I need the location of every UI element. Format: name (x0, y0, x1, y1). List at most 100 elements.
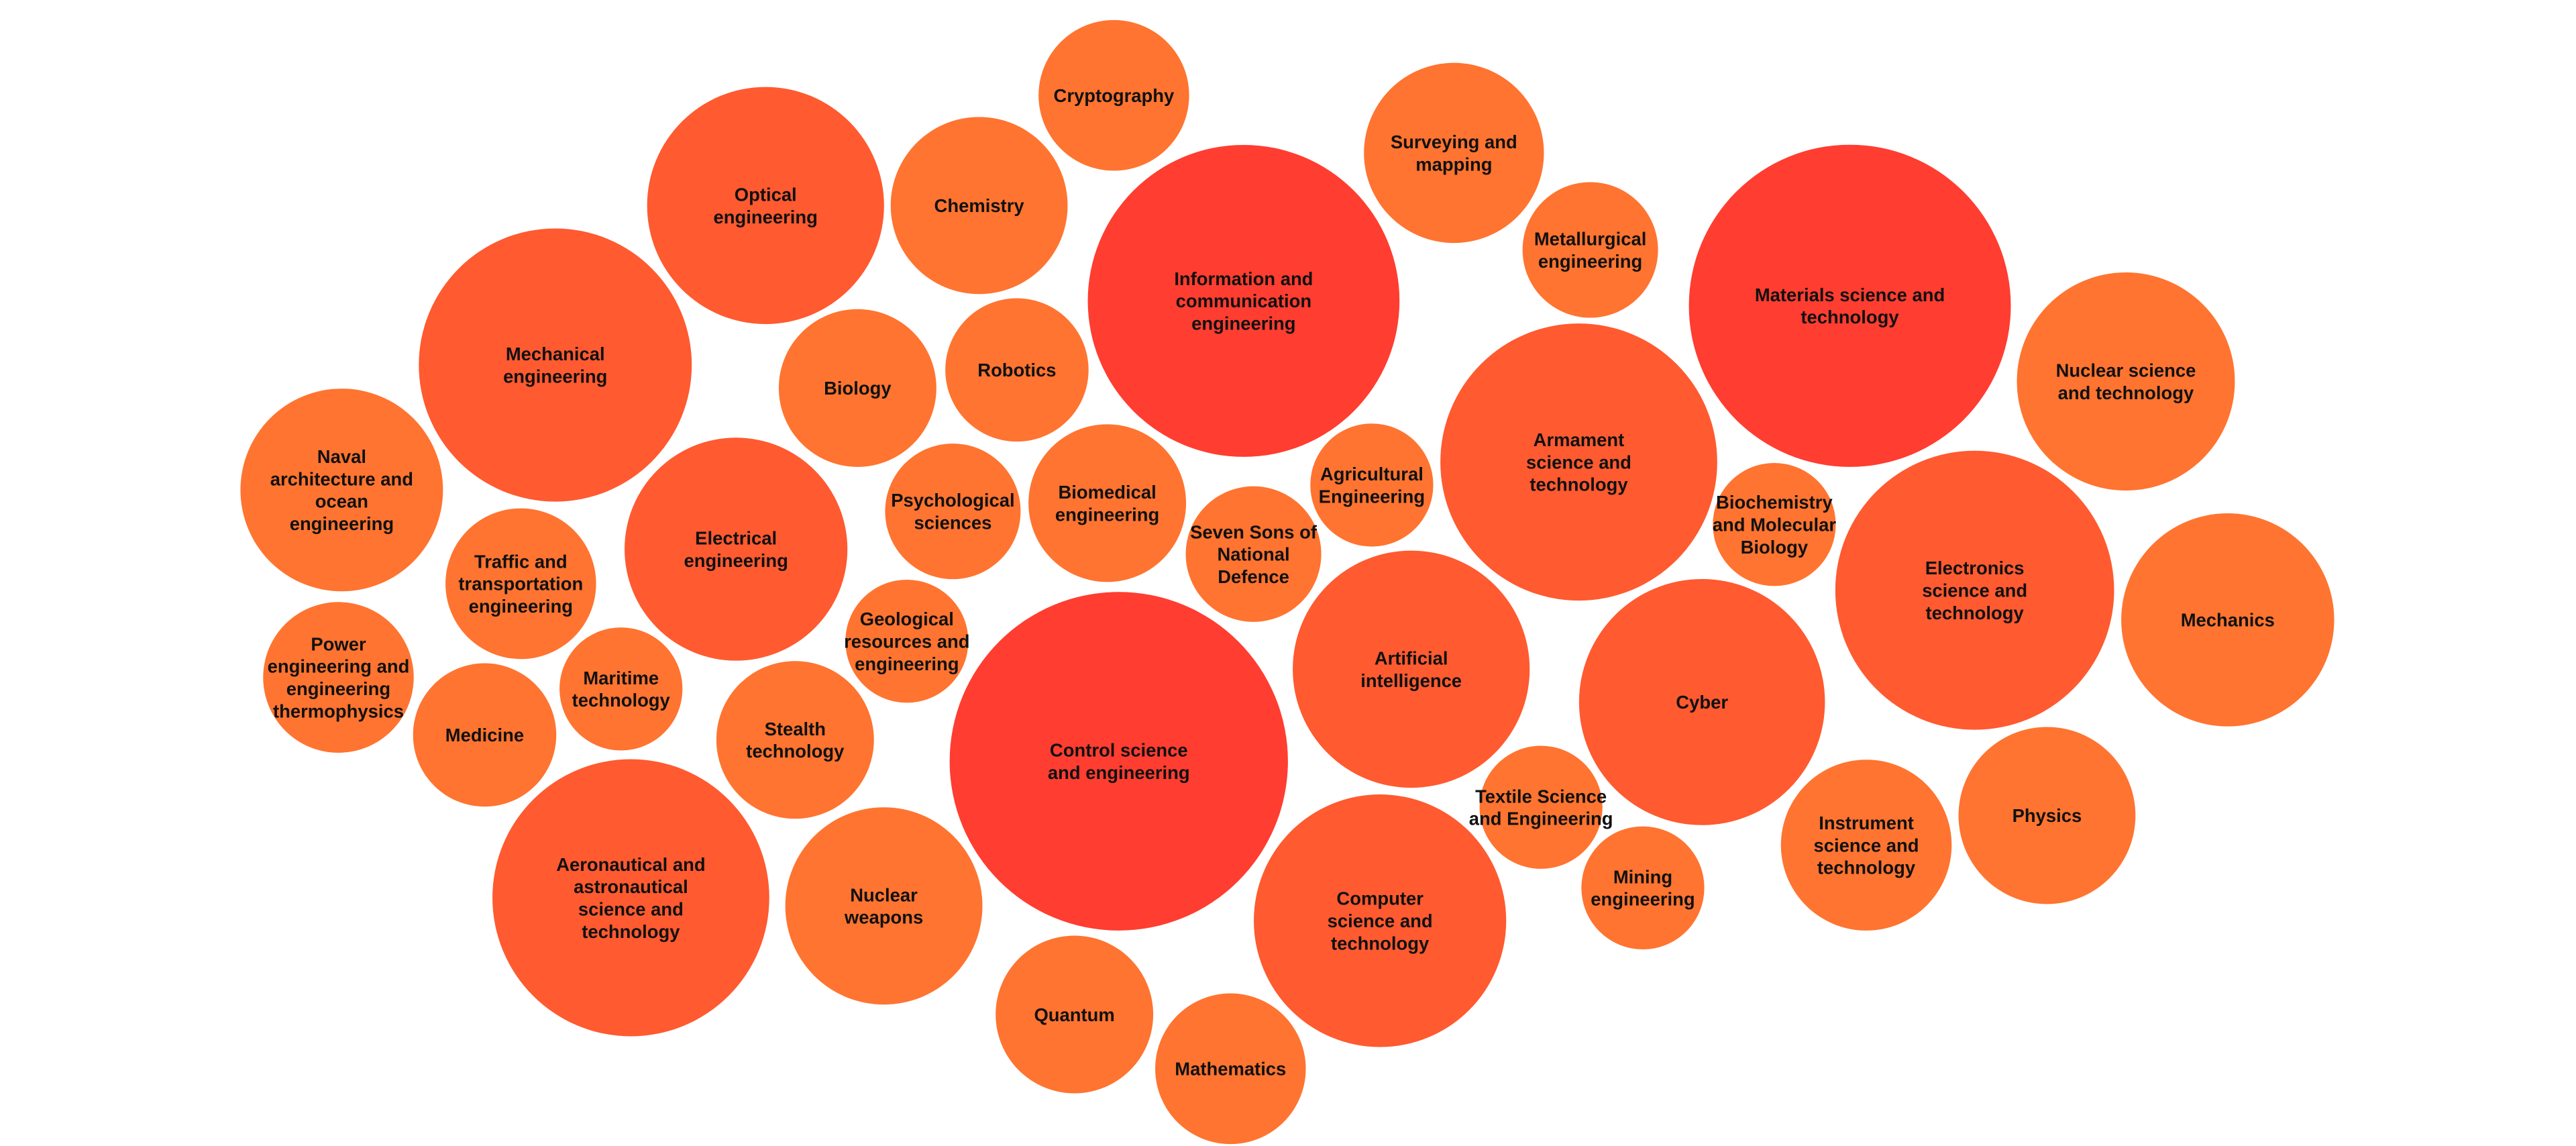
bubble-biochemistry-and-molecular-biology[interactable]: Biochemistry and Molecular Biology (1713, 463, 1837, 586)
bubble-circle[interactable] (1028, 424, 1187, 582)
bubble-mechanical-engineering[interactable]: Mechanical engineering (419, 228, 692, 502)
bubble-circle[interactable] (2017, 272, 2235, 491)
bubble-label: Traffic and transportation engineering (458, 551, 583, 617)
bubble-stealth-technology[interactable]: Stealth technology (716, 661, 874, 819)
bubble-label: Robotics (977, 360, 1056, 380)
bubble-circle[interactable] (647, 87, 884, 325)
bubble-circle[interactable] (1578, 578, 1825, 825)
bubble-psychological-sciences[interactable]: Psychological sciences (885, 444, 1021, 580)
bubble-circle[interactable] (1958, 727, 2136, 904)
bubble-artificial-intelligence[interactable]: Artificial intelligence (1293, 550, 1530, 788)
bubble-electronics-science-and-technology[interactable]: Electronics science and technology (1835, 450, 2114, 730)
bubble-circle[interactable] (1835, 450, 2114, 730)
bubble-cyber[interactable]: Cyber (1578, 578, 1825, 825)
bubble-mining-engineering[interactable]: Mining engineering (1581, 826, 1705, 949)
bubble-label: Biochemistry and Molecular Biology (1713, 492, 1837, 558)
bubble-biology[interactable]: Biology (778, 309, 936, 467)
bubble-label: Psychological sciences (891, 490, 1014, 533)
bubble-medicine[interactable]: Medicine (413, 663, 557, 807)
bubble-nuclear-weapons[interactable]: Nuclear weapons (785, 807, 983, 1005)
bubble-label: Materials science and technology (1755, 284, 1945, 327)
bubble-optical-engineering[interactable]: Optical engineering (647, 87, 884, 325)
bubble-label: Mechanical engineering (503, 344, 607, 386)
bubble-label: Chemistry (934, 195, 1025, 216)
bubble-seven-sons-of-national-defence[interactable]: Seven Sons of National Defence (1185, 486, 1322, 622)
bubble-circle[interactable] (949, 592, 1288, 931)
bubble-power-engineering-and-engineering-thermophysics[interactable]: Power engineering and engineering thermophy… (263, 602, 414, 753)
bubble-circle[interactable] (1310, 423, 1434, 547)
bubble-biomedical-engineering[interactable]: Biomedical engineering (1028, 424, 1187, 582)
bubble-circle[interactable] (1155, 993, 1306, 1145)
bubble-label: Maritime technology (572, 668, 671, 711)
bubble-metallurgical-engineering[interactable]: Metallurgical engineering (1522, 182, 1658, 318)
bubble-circle[interactable] (1038, 19, 1189, 171)
bubble-cryptography[interactable]: Cryptography (1038, 19, 1189, 171)
bubble-circle[interactable] (413, 663, 557, 807)
bubble-geological-resources-and-engineering[interactable]: Geological resources and engineering (844, 580, 970, 703)
bubble-circle[interactable] (1254, 794, 1507, 1047)
bubble-aeronautical-and-astronautical-science-and-technology[interactable]: Aeronautical and astronautical science and… (492, 759, 769, 1037)
bubble-circle[interactable] (1087, 144, 1400, 457)
bubble-nuclear-science-and-technology[interactable]: Nuclear science and technology (2017, 272, 2235, 491)
bubble-circle[interactable] (885, 444, 1021, 580)
bubble-materials-science-and-technology[interactable]: Materials science and technology (1688, 144, 2011, 467)
bubble-label: Electronics science and technology (1922, 558, 2027, 623)
bubble-circle[interactable] (240, 388, 443, 592)
bubble-circle[interactable] (778, 309, 936, 467)
bubble-circle[interactable] (716, 661, 874, 819)
bubble-circle[interactable] (1780, 760, 1952, 931)
bubble-circle[interactable] (996, 935, 1154, 1094)
bubble-label: Aeronautical and astronautical science and… (556, 854, 705, 942)
bubble-traffic-and-transportation-engineering[interactable]: Traffic and transportation engineering (445, 508, 596, 660)
bubble-label: Biomedical engineering (1055, 482, 1159, 525)
bubble-maritime-technology[interactable]: Maritime technology (559, 627, 683, 751)
bubble-mathematics[interactable]: Mathematics (1155, 993, 1306, 1145)
bubble-circle[interactable] (1293, 550, 1530, 788)
bubble-circle[interactable] (1522, 182, 1658, 318)
bubble-circle[interactable] (845, 580, 969, 703)
bubble-chemistry[interactable]: Chemistry (890, 117, 1068, 295)
bubble-label: Armament science and technology (1526, 429, 1631, 495)
bubble-label: Biology (824, 378, 892, 399)
bubble-physics[interactable]: Physics (1958, 727, 2136, 904)
bubble-circle[interactable] (492, 759, 769, 1037)
bubble-label: Cyber (1676, 692, 1728, 713)
bubble-circle[interactable] (1688, 144, 2011, 467)
bubble-circle[interactable] (1479, 745, 1603, 869)
bubble-circle[interactable] (559, 627, 683, 751)
bubble-circle[interactable] (445, 508, 596, 660)
bubble-circle[interactable] (945, 298, 1089, 442)
bubble-surveying-and-mapping[interactable]: Surveying and mapping (1364, 62, 1544, 244)
bubble-circle[interactable] (1364, 62, 1544, 244)
bubble-control-science-and-engineering[interactable]: Control science and engineering (949, 592, 1288, 931)
bubble-quantum[interactable]: Quantum (996, 935, 1154, 1094)
bubble-computer-science-and-technology[interactable]: Computer science and technology (1254, 794, 1507, 1047)
bubble-electrical-engineering[interactable]: Electrical engineering (625, 437, 848, 661)
bubble-label: Nuclear weapons (844, 884, 923, 927)
bubble-instrument-science-and-technology[interactable]: Instrument science and technology (1780, 760, 1952, 931)
bubble-armament-science-and-technology[interactable]: Armament science and technology (1440, 323, 1717, 601)
bubble-label: Information and communication engineering (1174, 268, 1313, 334)
bubble-circle[interactable] (263, 602, 414, 753)
bubble-agricultural-engineering[interactable]: Agricultural Engineering (1310, 423, 1434, 547)
bubble-label: Mathematics (1175, 1059, 1286, 1080)
bubble-label: Optical engineering (714, 184, 818, 227)
bubble-circle[interactable] (890, 117, 1068, 295)
bubble-robotics[interactable]: Robotics (945, 298, 1089, 442)
bubble-textile-science-and-engineering[interactable]: Textile Science and Engineering (1469, 745, 1613, 869)
bubble-circle[interactable] (1440, 323, 1717, 601)
bubble-naval-architecture-and-ocean-engineering[interactable]: Naval architecture and ocean engineering (240, 388, 443, 592)
bubble-label: Computer science and technology (1328, 888, 1433, 954)
bubble-label: Stealth technology (746, 719, 845, 762)
bubble-circle[interactable] (1713, 463, 1836, 586)
bubble-information-and-communication-engineering[interactable]: Information and communication engineering (1087, 144, 1400, 457)
bubble-circle[interactable] (1185, 486, 1322, 622)
bubble-label: Textile Science and Engineering (1469, 786, 1613, 829)
bubble-circle[interactable] (785, 807, 983, 1005)
bubble-circle[interactable] (1581, 826, 1705, 949)
bubble-circle[interactable] (419, 228, 692, 502)
bubble-circle[interactable] (625, 437, 848, 661)
bubble-mechanics[interactable]: Mechanics (2121, 513, 2334, 727)
bubble-circle[interactable] (2121, 513, 2334, 727)
